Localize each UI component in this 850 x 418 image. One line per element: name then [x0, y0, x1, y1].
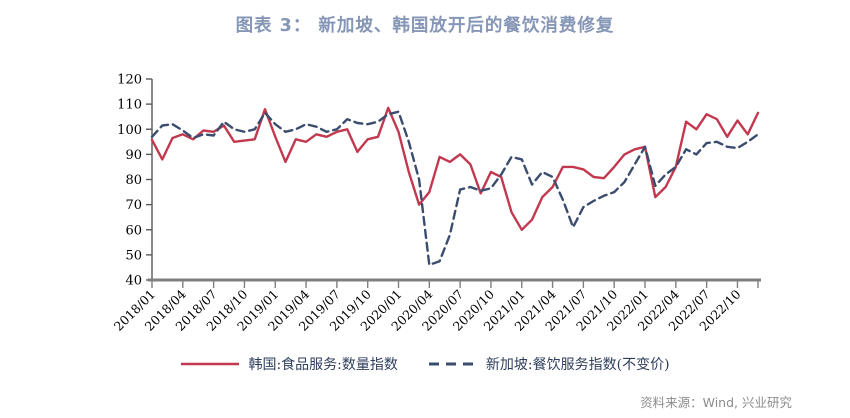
- legend-label-korea: 韩国:食品服务:数量指数: [248, 357, 398, 373]
- svg-text:110: 110: [117, 98, 142, 113]
- chart-title: 图表 3： 新加坡、韩国放开后的餐饮消费修复: [235, 16, 615, 36]
- svg-text:60: 60: [125, 223, 142, 238]
- svg-text:100: 100: [117, 123, 142, 138]
- x-axis: 2018/012018/042018/072018/102019/012019/…: [111, 278, 761, 334]
- svg-text:50: 50: [125, 248, 142, 263]
- series-lines: [150, 106, 760, 267]
- legend-item-singapore: 新加坡:餐饮服务指数(不变价): [428, 354, 670, 374]
- dashed-line-icon: [428, 362, 477, 366]
- legend-label-singapore: 新加坡:餐饮服务指数(不变价): [485, 357, 670, 373]
- svg-text:40: 40: [125, 274, 142, 289]
- svg-text:90: 90: [125, 148, 142, 163]
- solid-line-icon: [181, 362, 240, 366]
- svg-text:120: 120: [117, 73, 142, 88]
- series-line-singapore: [150, 110, 760, 267]
- source-text: 资料来源：Wind, 兴业研究: [640, 395, 792, 410]
- series-line-korea: [150, 106, 760, 232]
- chart-legend: 韩国:食品服务:数量指数 新加坡:餐饮服务指数(不变价): [0, 354, 850, 374]
- y-axis: 40 50 60 70 80 90 100 110 120: [117, 73, 153, 289]
- svg-text:70: 70: [125, 198, 142, 213]
- legend-item-korea: 韩国:食品服务:数量指数: [180, 354, 398, 374]
- svg-text:80: 80: [125, 173, 142, 188]
